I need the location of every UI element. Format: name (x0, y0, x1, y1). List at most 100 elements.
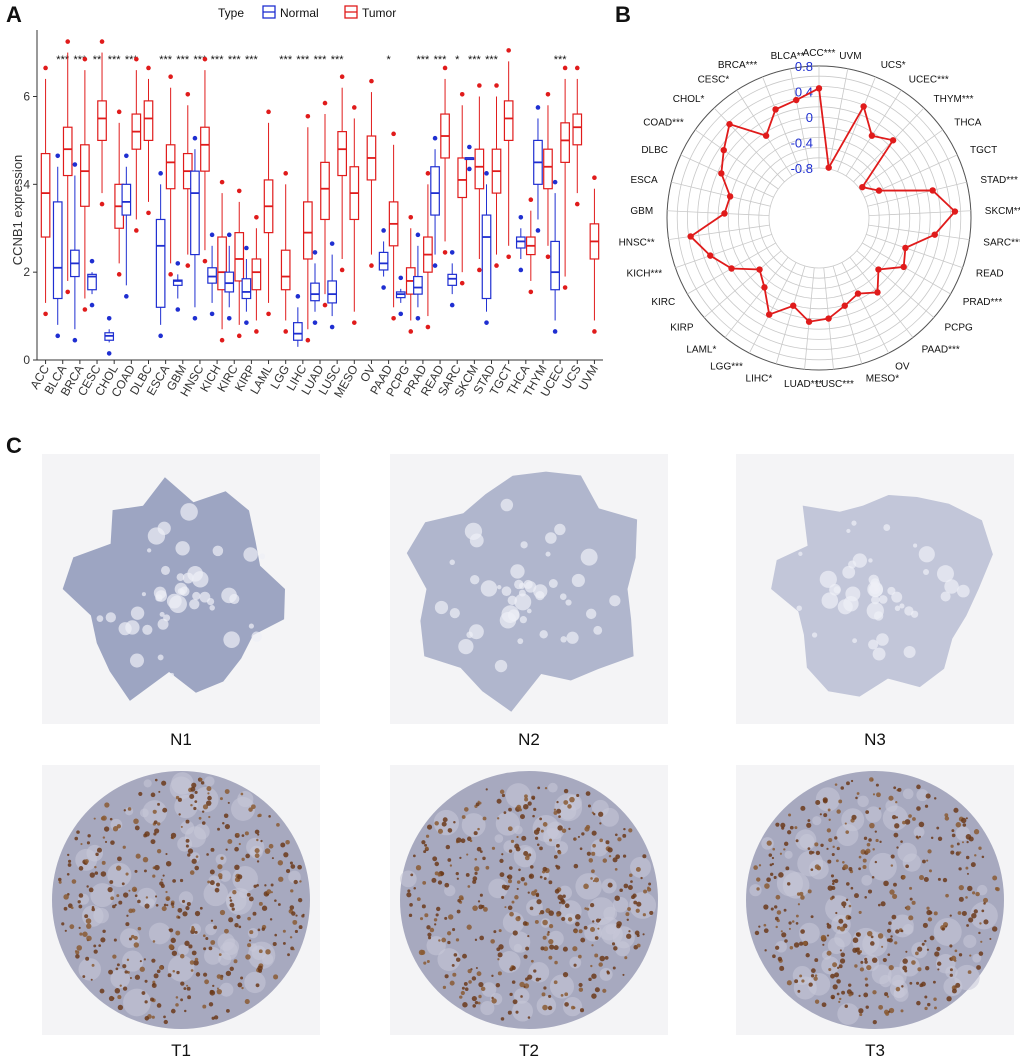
stained-nucleus (927, 1002, 931, 1007)
stained-nucleus (918, 821, 925, 828)
stained-nucleus (826, 828, 831, 833)
stained-nucleus (495, 982, 501, 988)
stained-nucleus (511, 965, 516, 971)
box (172, 261, 183, 312)
stained-nucleus (981, 909, 985, 913)
stained-nucleus (625, 912, 630, 917)
stained-nucleus (236, 833, 240, 836)
stained-nucleus (598, 811, 604, 817)
box-body (310, 282, 320, 302)
tissue-vacuole (842, 565, 856, 579)
stained-nucleus (84, 859, 89, 864)
stained-nucleus (108, 995, 115, 1002)
stained-nucleus (257, 965, 263, 971)
stained-nucleus (594, 936, 599, 940)
stained-nucleus (895, 986, 901, 992)
stained-nucleus (478, 994, 482, 999)
tissue-stroma (612, 897, 629, 913)
stained-nucleus (911, 900, 916, 905)
stained-nucleus (203, 972, 208, 977)
stained-nucleus (185, 819, 190, 824)
box-body (280, 249, 291, 291)
stained-nucleus (856, 932, 861, 938)
box-body (143, 100, 154, 142)
outlier-point (134, 56, 139, 62)
stained-nucleus (781, 826, 785, 830)
outlier-point (467, 166, 472, 172)
stained-nucleus (635, 866, 641, 872)
stained-nucleus (179, 953, 185, 959)
stained-nucleus (125, 872, 129, 876)
stained-nucleus (216, 974, 222, 979)
stained-nucleus (209, 880, 215, 886)
tissue-vacuole (876, 633, 889, 646)
stained-nucleus (548, 955, 553, 960)
stained-nucleus (854, 964, 858, 968)
stained-nucleus (791, 920, 795, 923)
tissue-stroma (107, 862, 132, 888)
stained-nucleus (806, 822, 812, 828)
stained-nucleus (917, 946, 923, 952)
stained-nucleus (298, 925, 303, 930)
stained-nucleus (769, 863, 773, 867)
stained-nucleus (465, 873, 470, 877)
stained-nucleus (890, 935, 893, 938)
stained-nucleus (171, 950, 178, 956)
tissue-vacuole (514, 593, 532, 611)
box (395, 275, 406, 317)
box (457, 91, 468, 286)
stained-nucleus (170, 937, 176, 944)
stained-nucleus (965, 855, 970, 860)
y-tick-label: 0 (23, 353, 30, 367)
box (52, 153, 63, 339)
stained-nucleus (599, 822, 602, 825)
tissue-vacuole (176, 573, 185, 582)
stained-nucleus (498, 929, 502, 933)
stained-nucleus (574, 837, 577, 841)
stained-nucleus (915, 835, 919, 839)
radar-category-label: LIHC* (746, 373, 773, 384)
stained-nucleus (496, 947, 501, 952)
outlier-point (408, 329, 414, 334)
box (207, 232, 217, 317)
stained-nucleus (542, 919, 548, 926)
stained-nucleus (871, 778, 874, 782)
stained-nucleus (163, 1019, 168, 1025)
significance-label: *** (468, 54, 482, 66)
tissue-vacuole (566, 631, 579, 644)
stained-nucleus (973, 829, 980, 835)
stained-nucleus (71, 879, 77, 884)
tissue-vacuole (497, 584, 502, 590)
stained-nucleus (180, 998, 183, 1002)
box (349, 105, 360, 325)
stained-nucleus (834, 972, 840, 978)
stained-nucleus (540, 946, 545, 951)
significance-label: *** (434, 54, 448, 66)
stained-nucleus (539, 846, 543, 851)
stained-nucleus (184, 1009, 187, 1013)
stained-nucleus (568, 827, 571, 831)
stained-nucleus (482, 816, 487, 821)
stained-nucleus (425, 846, 429, 850)
stained-nucleus (937, 836, 943, 841)
stained-nucleus (474, 857, 478, 861)
stained-nucleus (161, 780, 167, 786)
stained-nucleus (438, 939, 441, 942)
tissue-vacuole (470, 574, 480, 585)
radar-category-label: LAML* (686, 344, 716, 355)
stained-nucleus (975, 891, 980, 897)
stained-nucleus (863, 836, 868, 840)
stained-nucleus (86, 935, 92, 942)
box-body (52, 201, 63, 300)
stained-nucleus (857, 951, 861, 955)
stained-nucleus (152, 940, 156, 943)
stained-nucleus (864, 896, 867, 899)
outlier-point (442, 250, 448, 255)
stained-nucleus (159, 965, 163, 970)
stained-nucleus (254, 829, 260, 835)
outlier-point (134, 228, 139, 233)
stained-nucleus (491, 998, 497, 1004)
stained-nucleus (435, 913, 439, 917)
tissue-vacuole (545, 532, 557, 544)
panel-letter-c: C (6, 433, 22, 458)
